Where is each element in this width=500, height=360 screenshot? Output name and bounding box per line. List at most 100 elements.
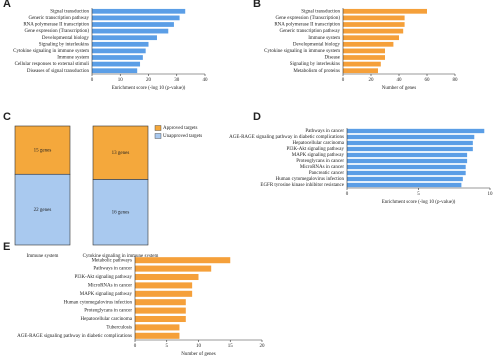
x-tick-label: 40: [203, 78, 209, 83]
bar: [135, 315, 186, 323]
x-tick-label: 0: [134, 344, 137, 349]
y-tick-label: Pancreatic cancer: [309, 171, 344, 176]
bar: [347, 152, 468, 158]
y-tick-label: Developmental biology: [293, 42, 341, 47]
bar: [347, 158, 468, 164]
x-tick-label: Cytokine signaling in immune system: [83, 254, 159, 259]
panel-label: C: [3, 111, 11, 123]
bar: [343, 68, 378, 74]
bar: [135, 265, 212, 272]
x-tick-label: 30: [174, 78, 180, 83]
bar: [343, 22, 405, 27]
value-label: 13 genes: [112, 151, 130, 156]
y-tick-label: Hepatocellular carcinoma: [293, 141, 345, 146]
bar: [92, 41, 149, 47]
x-axis-title: Enrichment score (-log 10 (p-value)): [382, 200, 456, 205]
panel-label: B: [253, 0, 261, 10]
x-tick-label: 10: [488, 192, 494, 197]
value-label: 22 genes: [34, 208, 52, 213]
bar: [343, 55, 385, 60]
bar: [92, 68, 138, 74]
bar: [92, 61, 141, 67]
y-tick-label: MAPK signaling pathway: [80, 292, 133, 297]
y-tick-label: Signaling by interleukins: [290, 62, 340, 67]
y-tick-label: Cellular responses to external stimuli: [15, 62, 90, 67]
y-tick-label: Cytokine signaling in immune system: [13, 49, 89, 54]
x-tick-label: 80: [453, 78, 459, 83]
y-tick-label: Gene expression (Transcription): [24, 29, 89, 34]
y-tick-label: Immune system: [57, 56, 89, 61]
y-tick-label: Developmental biology: [42, 36, 90, 41]
y-tick-label: AGE-RAGE signaling pathway in diabetic c…: [229, 135, 344, 140]
y-tick-label: Proteoglycans in cancer: [296, 159, 344, 164]
bar: [343, 35, 399, 41]
bar: [343, 28, 404, 34]
panel-label: A: [3, 0, 11, 10]
y-tick-label: AGE-RAGE signaling pathway in diabetic c…: [17, 334, 132, 339]
bar: [343, 61, 381, 67]
y-tick-label: Proteoglycans in cancer: [84, 309, 132, 314]
y-tick-label: Human cytomegalovirus infection: [276, 177, 345, 182]
x-tick-label: 5: [417, 192, 420, 197]
bar: [92, 48, 146, 54]
y-tick-label: MicroRNAs in cancer: [88, 284, 132, 289]
x-tick-label: 0: [91, 78, 94, 83]
y-tick-label: Human cytomegalovirus infection: [64, 300, 133, 305]
bar: [92, 15, 180, 21]
bar-segment: [92, 125, 149, 180]
x-tick-label: 20: [260, 344, 266, 349]
x-tick-label: 20: [369, 78, 375, 83]
x-tick-label: 10: [196, 344, 202, 349]
y-tick-label: Hepatocellular carcinoma: [81, 317, 133, 322]
bar: [347, 134, 475, 140]
x-tick-label: Immune system: [27, 254, 59, 259]
y-tick-label: Signaling by interleukins: [39, 42, 89, 47]
bar-segment: [14, 173, 71, 246]
bar: [343, 41, 394, 47]
y-tick-label: MicroRNAs in cancer: [300, 165, 344, 170]
x-axis-title: Number of genes: [382, 86, 416, 91]
x-tick-label: 10: [118, 78, 124, 83]
y-tick-label: PI3K-Akt signaling pathway: [287, 147, 345, 152]
bar-segment: [14, 125, 71, 175]
y-tick-label: Diseases of signal transduction: [27, 69, 90, 74]
y-tick-label: MAPK signaling pathway: [292, 153, 345, 158]
bar: [347, 182, 462, 188]
bar: [343, 8, 427, 14]
y-tick-label: Metabolic pathways: [92, 258, 132, 263]
y-tick-label: Disease: [324, 56, 340, 61]
bar: [347, 146, 473, 152]
y-tick-label: PI3K-Akt signaling pathway: [75, 275, 133, 280]
bar: [92, 22, 174, 27]
bar: [92, 55, 143, 60]
y-tick-label: RNA polymerase II transcription: [274, 23, 340, 28]
bar: [135, 299, 186, 306]
legend-label: Approved targets: [163, 126, 198, 131]
bar: [92, 28, 169, 34]
legend-swatch: [154, 133, 162, 139]
x-tick-label: 40: [397, 78, 403, 83]
bar-segment: [92, 179, 149, 246]
x-tick-label: 5: [166, 344, 169, 349]
bar: [135, 332, 180, 339]
y-tick-label: Gene expression (Transcription): [275, 16, 340, 21]
x-tick-label: 15: [228, 344, 234, 349]
legend-swatch: [154, 125, 162, 131]
bar: [347, 170, 466, 176]
y-tick-label: Generic transcription pathway: [279, 29, 340, 34]
y-tick-label: Signal transduction: [301, 9, 340, 14]
bar: [135, 290, 193, 297]
bar: [347, 128, 485, 134]
panel-label: D: [253, 111, 261, 123]
bar: [135, 273, 199, 281]
y-tick-label: Generic transcription pathway: [28, 16, 89, 21]
y-tick-label: Tuberculosis: [106, 326, 132, 331]
x-axis-title: Number of genes: [181, 352, 215, 357]
y-tick-label: Metabolism of proteins: [293, 69, 340, 74]
value-label: 16 genes: [112, 210, 130, 215]
y-tick-label: Signal transduction: [50, 9, 89, 14]
x-tick-label: 60: [425, 78, 431, 83]
bar: [92, 35, 157, 41]
bar: [347, 140, 473, 146]
